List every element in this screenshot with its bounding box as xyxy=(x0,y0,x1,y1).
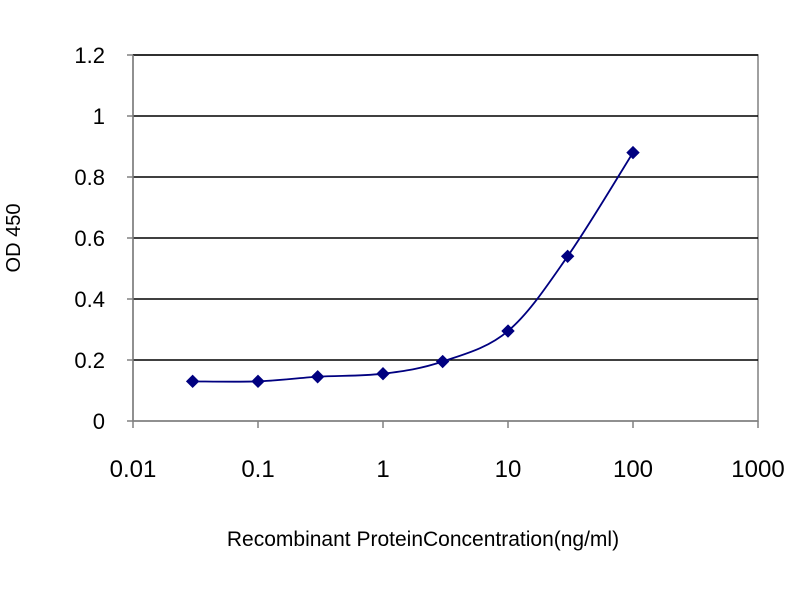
x-axis-label: Recombinant ProteinConcentration(ng/ml) xyxy=(227,528,619,551)
data-point xyxy=(310,370,325,384)
series-layer xyxy=(185,145,640,389)
data-point xyxy=(560,249,575,264)
x-tick-label: 0.1 xyxy=(241,456,274,483)
x-tick-label: 100 xyxy=(613,456,653,483)
y-tick-label: 0.2 xyxy=(74,348,105,373)
y-tick-label: 0.6 xyxy=(74,226,105,251)
x-tick-label: 10 xyxy=(495,456,522,483)
tick-labels: 0 0.2 0.4 0.6 0.8 1 1.2 0.01 0.1 1 10 100 1000 xyxy=(74,43,784,483)
data-point xyxy=(501,324,515,338)
x-tick-label: 1000 xyxy=(731,456,784,483)
data-point xyxy=(185,374,200,389)
x-tick-label: 1 xyxy=(376,456,389,483)
y-tick-label: 1.2 xyxy=(74,43,105,68)
y-tick-label: 0.4 xyxy=(74,287,105,312)
data-point xyxy=(435,354,450,369)
axes xyxy=(127,54,759,428)
y-tick-label: 1 xyxy=(93,104,105,129)
x-tick-label: 0.01 xyxy=(110,456,157,483)
data-point xyxy=(376,367,390,381)
y-tick-label: 0 xyxy=(93,409,105,434)
y-axis-label: OD 450 xyxy=(3,204,25,273)
grid-lines xyxy=(133,54,758,361)
data-point xyxy=(626,145,640,160)
y-tick-label: 0.8 xyxy=(74,165,105,190)
data-point xyxy=(251,374,265,389)
